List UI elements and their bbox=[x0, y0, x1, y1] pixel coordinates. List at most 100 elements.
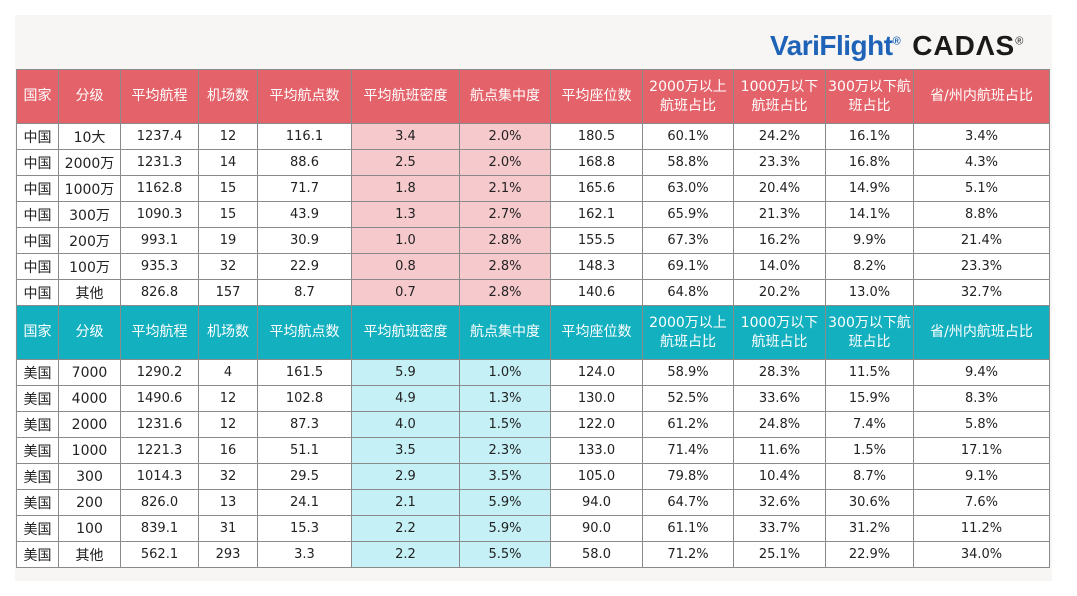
cell-avg-flight-density: 1.0 bbox=[351, 227, 460, 254]
cell-avg-seats: 130.0 bbox=[550, 385, 643, 412]
cell-under-10m-share: 24.2% bbox=[733, 123, 826, 150]
cell-avg-seats: 90.0 bbox=[550, 515, 643, 542]
cell-over-20m-share: 63.0% bbox=[642, 175, 734, 202]
cell-destination-concentration: 5.5% bbox=[459, 541, 551, 568]
cell-over-20m-share: 64.7% bbox=[642, 489, 734, 516]
cell-avg-destinations: 30.9 bbox=[257, 227, 352, 254]
header-country: 国家 bbox=[16, 305, 59, 360]
header-over-20m-share: 2000万以上航班占比 bbox=[642, 69, 734, 124]
cell-destination-concentration: 1.5% bbox=[459, 411, 551, 438]
cell-avg-flight-density: 0.7 bbox=[351, 279, 460, 306]
cell-avg-flight-density: 2.2 bbox=[351, 541, 460, 568]
cell-under-3m-share: 8.7% bbox=[825, 463, 914, 490]
header-airport-count: 机场数 bbox=[198, 305, 258, 360]
cell-avg-flight-density: 3.4 bbox=[351, 123, 460, 150]
cell-under-3m-share: 16.8% bbox=[825, 149, 914, 176]
cell-intra-province-share: 32.7% bbox=[913, 279, 1050, 306]
logo-bar: VariFlight® CADΛS® bbox=[770, 28, 1024, 64]
cell-avg-seats: 162.1 bbox=[550, 201, 643, 228]
cell-avg-destinations: 43.9 bbox=[257, 201, 352, 228]
header-avg-flight-density: 平均航班密度 bbox=[351, 69, 460, 124]
cell-over-20m-share: 64.8% bbox=[642, 279, 734, 306]
cell-avg-flight-density: 4.0 bbox=[351, 411, 460, 438]
china-table-row: 中国 200万 993.1 19 30.9 1.0 2.8% 155.5 67.3% 16.2% 9… bbox=[16, 227, 1050, 254]
cell-tier: 300万 bbox=[58, 201, 121, 228]
cell-intra-province-share: 34.0% bbox=[913, 541, 1050, 568]
variflight-logo: VariFlight® bbox=[770, 30, 901, 61]
cell-intra-province-share: 5.8% bbox=[913, 411, 1050, 438]
header-under-10m-share: 1000万以下航班占比 bbox=[733, 305, 826, 360]
cell-under-3m-share: 7.4% bbox=[825, 411, 914, 438]
cell-under-3m-share: 14.9% bbox=[825, 175, 914, 202]
cell-airport-count: 16 bbox=[198, 437, 258, 464]
cell-under-3m-share: 30.6% bbox=[825, 489, 914, 516]
cell-over-20m-share: 58.8% bbox=[642, 149, 734, 176]
header-intra-province-share: 省/州内航班占比 bbox=[913, 69, 1050, 124]
cell-intra-province-share: 17.1% bbox=[913, 437, 1050, 464]
cell-airport-count: 4 bbox=[198, 359, 258, 386]
cell-country: 中国 bbox=[16, 175, 59, 202]
cell-avg-destinations: 15.3 bbox=[257, 515, 352, 542]
cell-intra-province-share: 8.3% bbox=[913, 385, 1050, 412]
cell-tier: 1000万 bbox=[58, 175, 121, 202]
cell-avg-destinations: 88.6 bbox=[257, 149, 352, 176]
us-table-row: 美国 其他 562.1 293 3.3 2.2 5.5% 58.0 71.2% 25.1% 22.9… bbox=[16, 541, 1050, 568]
china-table-row: 中国 1000万 1162.8 15 71.7 1.8 2.1% 165.6 63.0% 20.4… bbox=[16, 175, 1050, 202]
cell-avg-range: 826.0 bbox=[120, 489, 199, 516]
us-table-row: 美国 200 826.0 13 24.1 2.1 5.9% 94.0 64.7% 32.6% 30.… bbox=[16, 489, 1050, 516]
cell-over-20m-share: 58.9% bbox=[642, 359, 734, 386]
cell-under-10m-share: 33.6% bbox=[733, 385, 826, 412]
cell-avg-seats: 140.6 bbox=[550, 279, 643, 306]
cell-avg-seats: 168.8 bbox=[550, 149, 643, 176]
cell-airport-count: 157 bbox=[198, 279, 258, 306]
cell-over-20m-share: 67.3% bbox=[642, 227, 734, 254]
cell-airport-count: 15 bbox=[198, 175, 258, 202]
cell-country: 中国 bbox=[16, 123, 59, 150]
cell-country: 中国 bbox=[16, 279, 59, 306]
header-country: 国家 bbox=[16, 69, 59, 124]
cell-over-20m-share: 52.5% bbox=[642, 385, 734, 412]
cell-avg-destinations: 102.8 bbox=[257, 385, 352, 412]
cell-airport-count: 12 bbox=[198, 411, 258, 438]
cell-avg-flight-density: 2.1 bbox=[351, 489, 460, 516]
cell-airport-count: 15 bbox=[198, 201, 258, 228]
cell-avg-range: 562.1 bbox=[120, 541, 199, 568]
cell-under-10m-share: 23.3% bbox=[733, 149, 826, 176]
cell-tier: 200 bbox=[58, 489, 121, 516]
cell-airport-count: 32 bbox=[198, 253, 258, 280]
header-avg-range: 平均航程 bbox=[120, 305, 199, 360]
cell-avg-range: 1490.6 bbox=[120, 385, 199, 412]
cell-tier: 100 bbox=[58, 515, 121, 542]
cell-destination-concentration: 2.3% bbox=[459, 437, 551, 464]
cell-avg-range: 1221.3 bbox=[120, 437, 199, 464]
us-table-row: 美国 100 839.1 31 15.3 2.2 5.9% 90.0 61.1% 33.7% 31.… bbox=[16, 515, 1050, 542]
cell-over-20m-share: 79.8% bbox=[642, 463, 734, 490]
cell-over-20m-share: 61.2% bbox=[642, 411, 734, 438]
cell-avg-flight-density: 1.3 bbox=[351, 201, 460, 228]
cell-avg-range: 1237.4 bbox=[120, 123, 199, 150]
cell-country: 美国 bbox=[16, 541, 59, 568]
cell-over-20m-share: 65.9% bbox=[642, 201, 734, 228]
cell-destination-concentration: 2.8% bbox=[459, 279, 551, 306]
cell-destination-concentration: 2.8% bbox=[459, 227, 551, 254]
cell-avg-range: 993.1 bbox=[120, 227, 199, 254]
cell-avg-seats: 133.0 bbox=[550, 437, 643, 464]
cell-destination-concentration: 2.8% bbox=[459, 253, 551, 280]
cell-under-3m-share: 9.9% bbox=[825, 227, 914, 254]
cell-avg-seats: 94.0 bbox=[550, 489, 643, 516]
cell-intra-province-share: 4.3% bbox=[913, 149, 1050, 176]
cell-under-3m-share: 1.5% bbox=[825, 437, 914, 464]
china-table-row: 中国 2000万 1231.3 14 88.6 2.5 2.0% 168.8 58.8% 23.3… bbox=[16, 149, 1050, 176]
cell-avg-destinations: 29.5 bbox=[257, 463, 352, 490]
cell-intra-province-share: 7.6% bbox=[913, 489, 1050, 516]
cell-destination-concentration: 1.3% bbox=[459, 385, 551, 412]
us-header-row: 国家 分级 平均航程 机场数 平均航点数 平均航班密度 航点集中度 平均座位数 2000万以上航… bbox=[16, 305, 1050, 360]
cell-over-20m-share: 69.1% bbox=[642, 253, 734, 280]
cell-avg-seats: 155.5 bbox=[550, 227, 643, 254]
cell-tier: 1000 bbox=[58, 437, 121, 464]
cell-tier: 其他 bbox=[58, 541, 121, 568]
header-under-3m-share: 300万以下航班占比 bbox=[825, 69, 914, 124]
cell-over-20m-share: 60.1% bbox=[642, 123, 734, 150]
cell-under-3m-share: 31.2% bbox=[825, 515, 914, 542]
china-header-row: 国家 分级 平均航程 机场数 平均航点数 平均航班密度 航点集中度 平均座位数 2000万以上航… bbox=[16, 69, 1050, 124]
